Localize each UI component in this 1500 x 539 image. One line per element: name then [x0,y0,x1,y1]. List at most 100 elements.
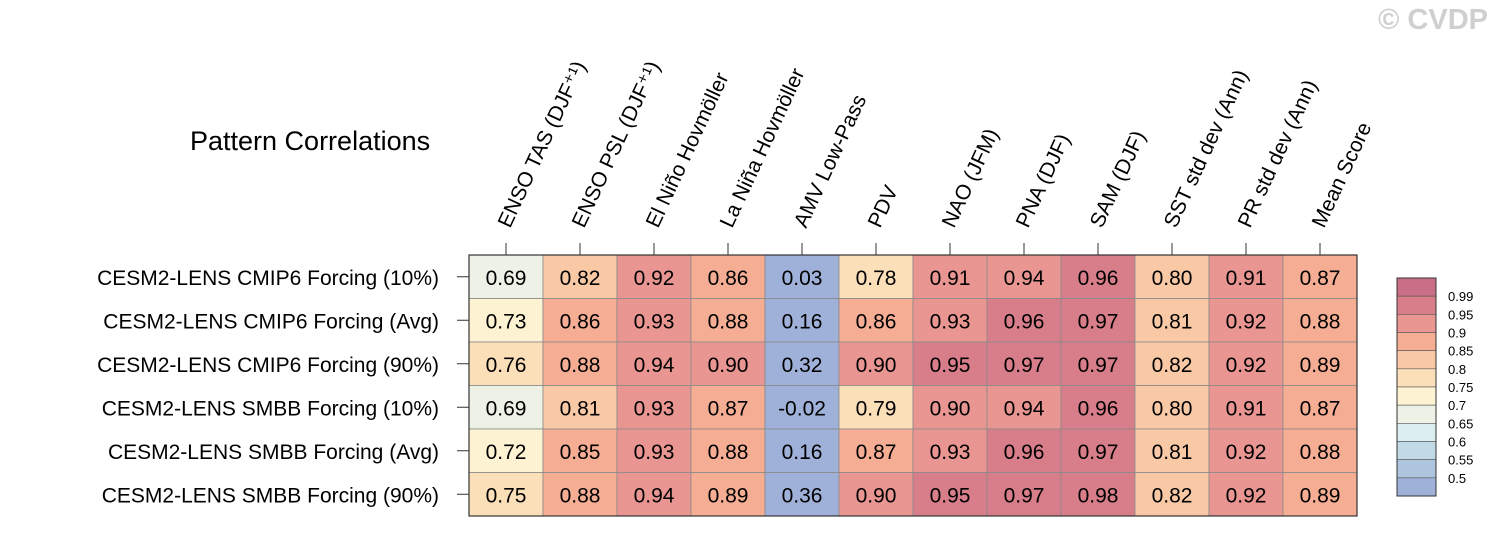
heatmap-cell [1282,341,1358,386]
heatmap-cell [616,341,692,386]
heatmap-cell [1282,428,1358,473]
cell-value-label: 0.82 [560,267,601,290]
colorbar-swatch [1396,441,1437,460]
cell-value-label: 0.93 [634,310,675,333]
heatmap-cell [542,428,618,473]
heatmap-cell [764,385,840,430]
heatmap-cell [912,428,988,473]
cell-value-label: 0.87 [856,441,897,464]
cell-value-label: 0.97 [1004,484,1045,507]
chart-title: Pattern Correlations [190,126,431,156]
colorbar-label: 0.65 [1448,416,1473,431]
cell-value-label: 0.97 [1078,354,1119,377]
heatmap-cell [1134,428,1210,473]
heatmap-cell [838,341,914,386]
heatmap-cell [1134,472,1210,517]
colorbar-label: 0.75 [1448,380,1473,395]
heatmap-cell [838,472,914,517]
column-label: El Niño Hovmöller [642,69,734,231]
cell-value-label: 0.90 [856,354,897,377]
cell-value-label: 0.16 [782,441,823,464]
cell-value-label: 0.90 [708,354,749,377]
cell-value-label: 0.78 [856,267,897,290]
cell-value-label: 0.91 [1226,397,1267,420]
cell-value-label: 0.97 [1078,441,1119,464]
column-label: PNA (DJF) [1012,130,1075,231]
heatmap-cell [1208,254,1284,299]
cell-value-label: 0.85 [560,441,601,464]
cell-value-label: 0.93 [634,441,675,464]
colorbar-swatch [1396,295,1437,315]
heatmap-cell [542,298,618,343]
cell-value-label: 0.97 [1004,354,1045,377]
heatmap-cell [542,385,618,430]
colorbar-swatch [1396,332,1437,351]
cell-value-label: 0.86 [708,267,749,290]
colorbar-swatch [1396,314,1437,333]
cell-value-label: 0.81 [1152,441,1193,464]
cell-value-label: 0.90 [930,397,971,420]
heatmap-cell [542,341,618,386]
heatmap-cell [616,428,692,473]
cell-value-label: 0.75 [486,484,527,507]
cell-value-label: 0.87 [1300,267,1341,290]
colorbar-swatch [1396,368,1437,388]
heatmap-cell [1134,254,1210,299]
heatmap-cell [1208,298,1284,343]
heatmap-cell [690,428,766,473]
cell-value-label: 0.92 [1226,354,1267,377]
heatmap-cell [1060,385,1136,430]
cell-value-label: 0.82 [1152,484,1193,507]
cell-value-label: 0.91 [930,267,971,290]
cell-value-label: 0.72 [486,441,527,464]
colorbar-label: 0.8 [1448,362,1466,377]
colorbar-swatch [1396,277,1437,297]
cell-value-label: 0.98 [1078,484,1119,507]
heatmap-cell [986,341,1062,386]
cell-value-label: 0.88 [1300,310,1341,333]
cell-value-label: 0.94 [634,484,675,507]
heatmap-cell [542,472,618,517]
cell-value-label: 0.92 [1226,441,1267,464]
colorbar-label: 0.55 [1448,453,1473,468]
colorbar-label: 0.95 [1448,307,1473,322]
cell-value-label: 0.69 [486,267,527,290]
heatmap-cell [468,428,544,473]
heatmap-cell [838,385,914,430]
cell-value-label: 0.76 [486,354,527,377]
heatmap-cell [764,254,840,299]
cell-value-label: 0.69 [486,397,527,420]
heatmap-cell [764,298,840,343]
column-label: NAO (JFM) [938,125,1004,231]
watermark: © CVDP [1378,4,1488,36]
cell-value-label: 0.88 [560,354,601,377]
cell-value-label: 0.94 [634,354,675,377]
row-label: CESM2-LENS CMIP6 Forcing (90%) [97,354,439,377]
row-label: CESM2-LENS SMBB Forcing (10%) [102,397,439,420]
cell-value-label: 0.86 [856,310,897,333]
heatmap-cell [468,298,544,343]
column-label: SAM (DJF) [1086,127,1151,231]
column-label: Mean Score [1308,119,1377,231]
heatmap-cell [1060,341,1136,386]
cell-value-label: 0.88 [560,484,601,507]
cell-value-label: 0.92 [1226,484,1267,507]
cell-value-label: 0.96 [1004,441,1045,464]
cell-value-label: 0.92 [1226,310,1267,333]
row-label: CESM2-LENS CMIP6 Forcing (10%) [97,267,439,290]
heatmap-cell [1282,298,1358,343]
cell-value-label: 0.94 [1004,267,1045,290]
cell-value-label: 0.73 [486,310,527,333]
colorbar-label: 0.99 [1448,289,1473,304]
cell-value-label: 0.79 [856,397,897,420]
column-label: AMV Low-Pass [790,91,872,231]
column-label: PR std dev (Ann) [1234,76,1322,231]
cell-value-label: 0.96 [1078,397,1119,420]
heatmap-cell [1134,341,1210,386]
colorbar-border [1396,277,1437,497]
column-label: La Niña Hovmöller [716,65,810,231]
cell-value-label: 0.90 [856,484,897,507]
cell-value-label: 0.32 [782,354,823,377]
heatmap-cell [1282,254,1358,299]
cell-value-label: 0.81 [1152,310,1193,333]
